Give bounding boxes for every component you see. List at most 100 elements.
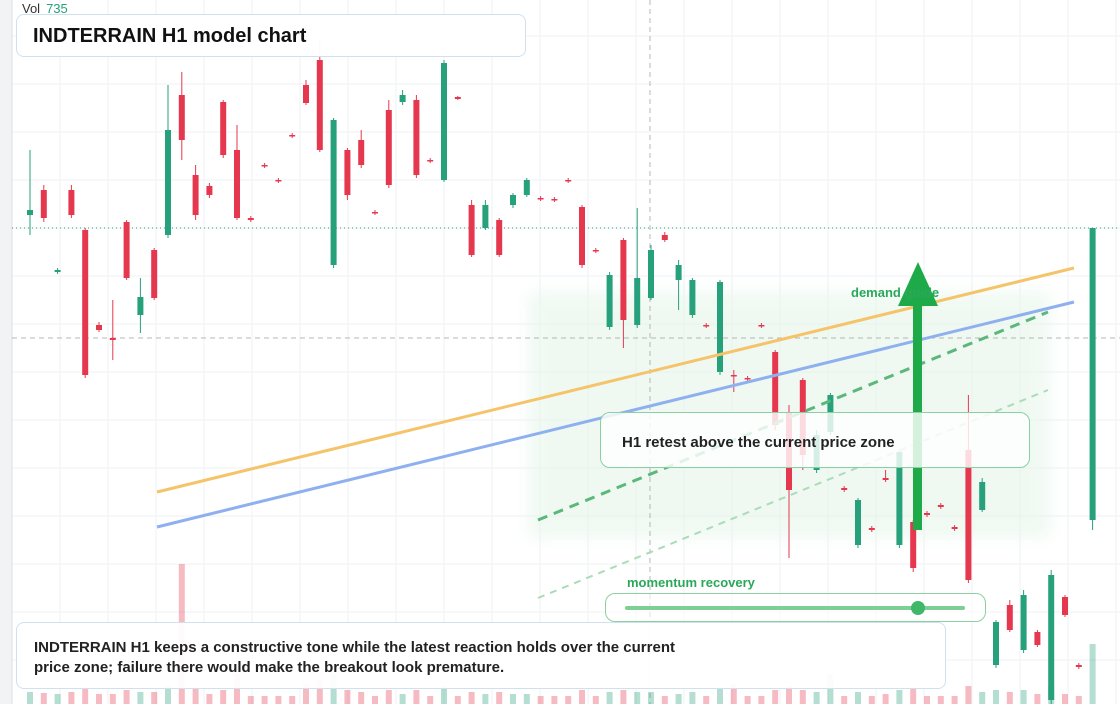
candle-body — [372, 212, 378, 214]
volume-bar — [772, 690, 779, 704]
candle-body — [910, 522, 917, 568]
volume-bar — [82, 688, 89, 704]
candle-body — [40, 190, 47, 218]
volume-bar — [441, 686, 447, 704]
volume-bar — [261, 696, 268, 704]
candle-body — [730, 375, 737, 377]
volume-bar — [247, 696, 254, 704]
volume-bar — [330, 674, 337, 704]
candle-body — [758, 325, 765, 327]
volume-bar — [648, 692, 654, 704]
candle-body — [924, 513, 930, 515]
candle-body — [206, 186, 213, 195]
candle-body — [951, 527, 958, 529]
note-box: H1 retest above the current price zone — [600, 412, 1030, 468]
candle-body — [289, 135, 296, 137]
candle-body — [496, 220, 503, 255]
candle-body — [896, 452, 903, 545]
volume-bar — [937, 696, 944, 704]
left-strip — [0, 0, 12, 704]
vol-value: 735 — [46, 1, 68, 16]
volume-bar — [689, 692, 696, 704]
volume-bar — [496, 692, 503, 704]
volume-bar — [289, 696, 296, 704]
volume-bar — [220, 690, 227, 704]
volume-readout: Vol 735 — [22, 1, 68, 16]
candle-body — [54, 270, 61, 272]
candle-body — [965, 450, 972, 580]
volume-bar — [137, 692, 144, 704]
candle-body — [537, 198, 544, 200]
volume-bar — [924, 696, 930, 704]
volume-bar — [813, 692, 820, 704]
candle-body — [703, 325, 710, 327]
candle-body — [744, 378, 751, 380]
volume-bar — [68, 692, 75, 704]
volume-bar — [1034, 694, 1041, 704]
volume-bar — [510, 694, 516, 704]
volume-bar — [703, 696, 710, 704]
volume-bar — [54, 694, 61, 704]
volume-bar — [482, 694, 489, 704]
candle-body — [772, 352, 779, 425]
volume-bar — [606, 692, 613, 704]
candle-body — [551, 199, 558, 201]
volume-bar — [868, 696, 875, 704]
volume-bar — [965, 686, 972, 704]
candle-body — [413, 100, 420, 175]
slider-track-svg — [625, 601, 965, 615]
slider[interactable] — [605, 593, 986, 622]
candle-body — [151, 250, 158, 298]
volume-bar — [827, 674, 834, 704]
candle-body — [482, 205, 489, 228]
candle-body — [606, 275, 613, 327]
volume-bar — [993, 690, 999, 704]
candle-body — [454, 97, 461, 99]
volume-bar — [454, 696, 461, 704]
candle-body — [620, 240, 627, 320]
volume-bar — [634, 692, 641, 704]
candle-body — [330, 120, 337, 265]
volume-bar — [661, 696, 668, 704]
volume-bar — [758, 696, 765, 704]
candle-body — [675, 265, 682, 280]
candle-body — [137, 297, 144, 315]
candle-body — [841, 488, 848, 490]
candle-body — [358, 140, 365, 165]
candle-body — [261, 165, 268, 167]
volume-bar — [882, 694, 889, 704]
candle-body — [123, 222, 130, 278]
candle-body — [579, 207, 585, 265]
candle-body — [385, 110, 392, 185]
candle-body — [993, 622, 999, 665]
volume-bar — [468, 692, 475, 704]
volume-bar — [675, 694, 682, 704]
slider-knob[interactable] — [911, 601, 925, 615]
candle-body — [1006, 605, 1013, 630]
candle-body — [882, 478, 889, 480]
volume-bar — [275, 696, 282, 704]
candle-body — [648, 250, 654, 298]
volume-bar — [109, 694, 116, 704]
candle-body — [344, 150, 351, 195]
volume-bar — [123, 690, 130, 704]
candle-body — [523, 180, 530, 195]
note-text: H1 retest above the current price zone — [622, 434, 895, 451]
volume-bar — [344, 690, 351, 704]
volume-bar — [427, 696, 434, 704]
volume-bar — [579, 690, 585, 704]
candle-body — [689, 280, 696, 315]
volume-bar — [910, 688, 917, 704]
volume-bar — [896, 690, 903, 704]
volume-bar — [234, 674, 240, 704]
volume-bar — [385, 690, 392, 704]
title: INDTERRAIN H1 model chart — [33, 25, 307, 47]
footer-box: INDTERRAIN H1 keeps a constructive tone … — [16, 622, 946, 689]
volume-bar — [1089, 644, 1096, 704]
volume-bar — [1075, 696, 1082, 704]
volume-bar — [799, 690, 806, 704]
candle-body — [82, 230, 89, 375]
slider-label: momentum recovery — [627, 575, 755, 590]
volume-bar — [206, 694, 213, 704]
